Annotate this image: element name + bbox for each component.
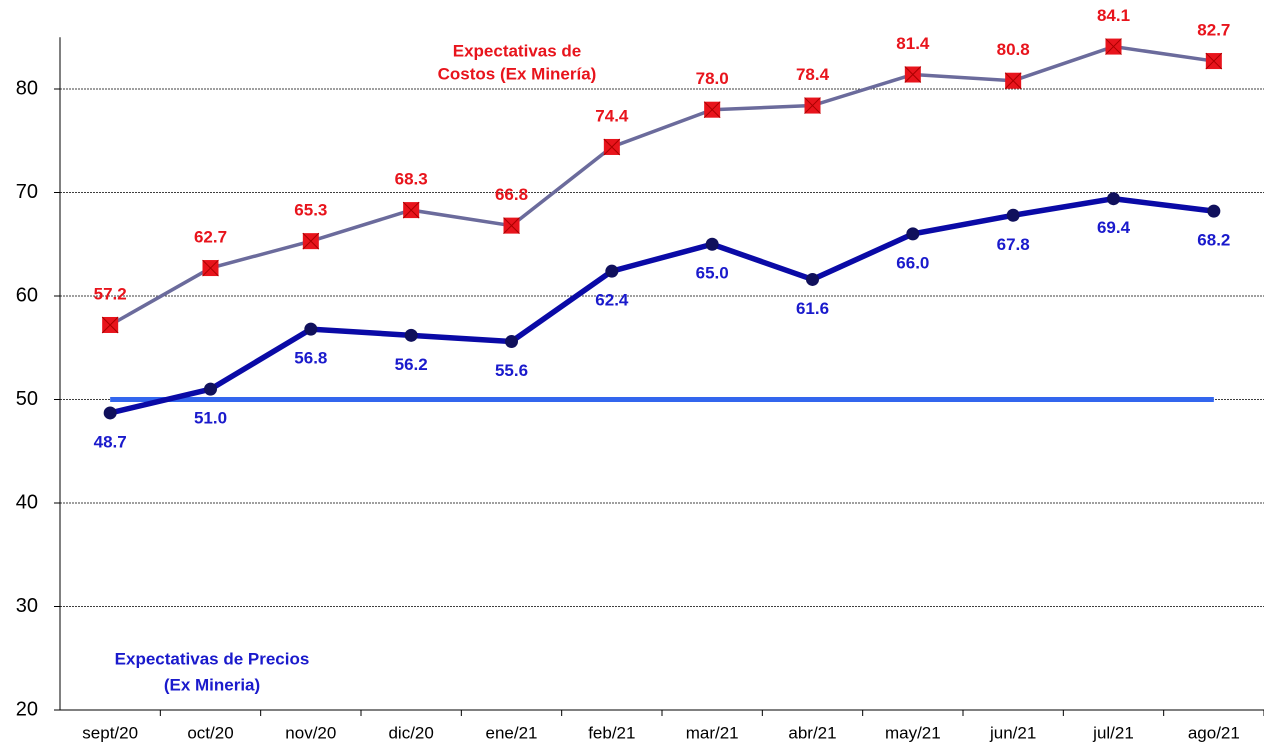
marker: [804, 97, 821, 114]
data-label: 81.4: [896, 34, 930, 53]
data-label: 78.0: [696, 69, 729, 88]
marker: [304, 322, 318, 336]
marker: [1107, 192, 1120, 206]
x-tick-label: nov/20: [285, 723, 336, 742]
data-label: 74.4: [595, 106, 629, 125]
data-label: 57.2: [94, 284, 127, 303]
data-label: 84.1: [1097, 6, 1130, 25]
y-tick-label: 60: [16, 284, 38, 306]
y-tick-label: 30: [16, 595, 38, 617]
data-label: 82.7: [1197, 21, 1230, 40]
marker: [101, 316, 119, 334]
x-tick-label: jun/21: [989, 723, 1036, 742]
marker-cross: [503, 217, 520, 234]
series-annotation: Expectativas de: [453, 41, 582, 60]
series-annotation: (Ex Mineria): [164, 675, 260, 694]
marker: [605, 264, 619, 278]
marker: [1205, 52, 1223, 70]
y-tick-label: 20: [16, 698, 38, 720]
y-tick-label: 70: [16, 181, 38, 203]
y-tick-label: 40: [16, 491, 38, 513]
data-label: 48.7: [94, 432, 127, 451]
marker-cross: [904, 66, 922, 83]
data-label: 61.6: [796, 299, 829, 318]
marker-cross: [703, 101, 721, 119]
x-tick-label: mar/21: [686, 723, 739, 742]
marker: [703, 101, 721, 119]
marker: [103, 406, 117, 420]
series-annotation: Costos (Ex Minería): [438, 64, 597, 83]
data-label: 55.6: [495, 361, 528, 380]
marker: [1004, 72, 1022, 90]
marker: [503, 217, 520, 234]
series-line: [109, 195, 1215, 416]
data-label: 68.3: [395, 170, 428, 189]
marker-cross: [1004, 72, 1022, 90]
data-label: 56.8: [294, 349, 327, 368]
data-label: 67.8: [997, 235, 1030, 254]
marker-cross: [302, 232, 320, 250]
data-label: 56.2: [395, 355, 428, 374]
data-label: 66.0: [896, 253, 929, 272]
data-label: 68.2: [1197, 231, 1230, 250]
data-label: 69.4: [1097, 218, 1131, 237]
x-tick-label: oct/20: [187, 723, 233, 742]
x-tick-label: may/21: [885, 723, 941, 742]
marker: [402, 201, 420, 219]
series-line: [109, 44, 1215, 327]
x-tick-label: ene/21: [486, 723, 538, 742]
data-label: 66.8: [495, 185, 528, 204]
marker: [904, 66, 922, 83]
marker: [202, 259, 219, 277]
marker: [1207, 204, 1221, 218]
marker: [204, 382, 217, 396]
marker: [302, 232, 320, 250]
marker: [906, 227, 920, 241]
marker: [603, 138, 621, 156]
marker: [1105, 38, 1122, 55]
x-tick-label: jul/21: [1092, 723, 1134, 742]
data-label: 78.4: [796, 65, 830, 84]
marker-cross: [1105, 38, 1122, 55]
marker-cross: [804, 97, 821, 114]
x-tick-label: ago/21: [1188, 723, 1240, 742]
x-tick-label: sept/20: [82, 723, 138, 742]
data-label: 51.0: [194, 409, 227, 428]
marker: [806, 272, 819, 286]
marker-cross: [101, 316, 119, 334]
data-label: 65.3: [294, 201, 327, 220]
series-annotation: Expectativas de Precios: [115, 649, 310, 668]
marker-cross: [1205, 52, 1223, 70]
marker-cross: [202, 259, 219, 277]
x-tick-label: abr/21: [788, 723, 836, 742]
marker: [505, 335, 518, 349]
y-tick-label: 80: [16, 77, 38, 99]
x-tick-label: dic/20: [388, 723, 433, 742]
data-label: 80.8: [997, 40, 1030, 59]
data-label: 62.4: [595, 291, 629, 310]
marker: [404, 328, 418, 342]
marker-cross: [402, 201, 420, 219]
marker: [705, 237, 719, 251]
data-label: 65.0: [696, 264, 729, 283]
x-tick-label: feb/21: [588, 723, 635, 742]
y-tick-label: 50: [16, 388, 38, 410]
marker-cross: [603, 138, 621, 156]
marker: [1006, 208, 1020, 222]
data-label: 62.7: [194, 228, 227, 247]
